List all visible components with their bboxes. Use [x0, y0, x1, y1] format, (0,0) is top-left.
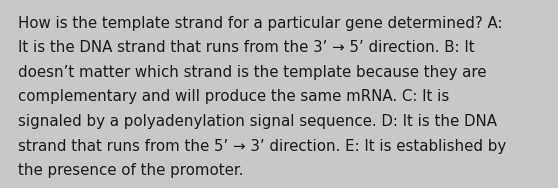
Text: the presence of the promoter.: the presence of the promoter.: [18, 163, 243, 178]
Text: strand that runs from the 5’ → 3’ direction. E: It is established by: strand that runs from the 5’ → 3’ direct…: [18, 139, 506, 153]
Text: It is the DNA strand that runs from the 3’ → 5’ direction. B: It: It is the DNA strand that runs from the …: [18, 40, 475, 55]
Text: How is the template strand for a particular gene determined? A:: How is the template strand for a particu…: [18, 16, 503, 31]
Text: signaled by a polyadenylation signal sequence. D: It is the DNA: signaled by a polyadenylation signal seq…: [18, 114, 497, 129]
Text: complementary and will produce the same mRNA. C: It is: complementary and will produce the same …: [18, 89, 449, 105]
Text: doesn’t matter which strand is the template because they are: doesn’t matter which strand is the templ…: [18, 65, 487, 80]
